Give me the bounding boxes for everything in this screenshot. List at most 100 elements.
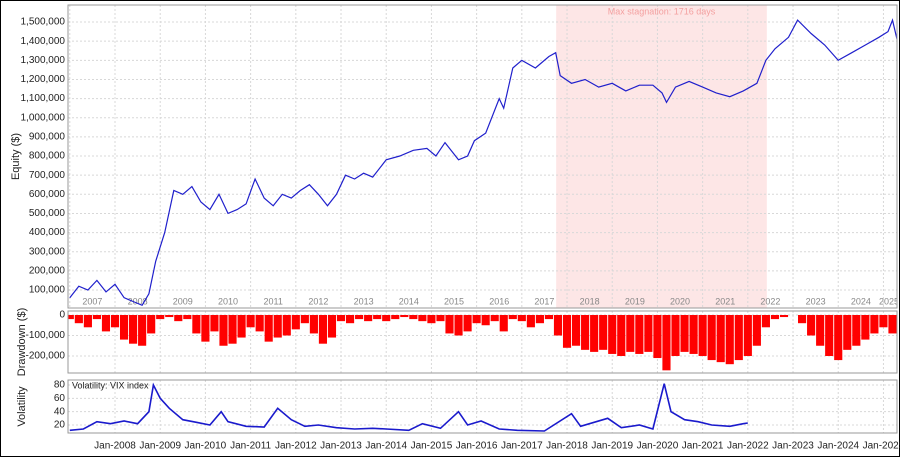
- y-tick-label: 60: [54, 393, 66, 404]
- bar: [336, 314, 346, 322]
- y-tick-label: 700,000: [29, 170, 66, 181]
- bar: [608, 314, 617, 354]
- bar: [391, 314, 400, 320]
- bar: [689, 314, 698, 354]
- bar: [481, 314, 490, 326]
- bar: [355, 314, 364, 320]
- x-tick-label: Jan-2013: [320, 441, 362, 452]
- line: [69, 18, 897, 307]
- y-tick-label: 0: [59, 310, 65, 321]
- bar: [129, 314, 138, 344]
- bar: [110, 314, 120, 328]
- bar: [454, 314, 463, 336]
- bar: [716, 314, 725, 363]
- y-tick-label: 1,400,000: [21, 36, 66, 47]
- x-tick-label: Jan-2016: [456, 441, 498, 452]
- bar: [291, 314, 300, 330]
- bar: [237, 314, 246, 338]
- bar: [599, 314, 608, 350]
- bar: [508, 314, 517, 320]
- year-label: 2021: [715, 296, 735, 306]
- panel: 2007 2008 2009 2010 2011 2012 2013 2014 2015 2016…: [68, 5, 897, 308]
- bar: [427, 314, 436, 324]
- year-label: 2011: [264, 296, 283, 306]
- panel-frame: [67, 4, 898, 309]
- bar: [382, 314, 391, 322]
- bar: [517, 314, 526, 322]
- year-label: 2023: [806, 296, 826, 306]
- bar: [92, 314, 101, 320]
- x-tick-label: Jan-2010: [185, 441, 227, 452]
- y-tick-label: 40: [54, 406, 66, 417]
- x-tick-label: Jan-2022: [727, 441, 769, 452]
- y-tick-label: 900,000: [29, 132, 66, 143]
- bar: [653, 314, 662, 359]
- bar: [68, 314, 74, 320]
- y-tick-label: 1,000,000: [21, 112, 66, 123]
- bar: [535, 314, 544, 324]
- bar: [562, 314, 572, 348]
- y-tick-label: 600,000: [29, 189, 66, 200]
- year-label: 2010: [218, 296, 238, 306]
- bar: [345, 314, 355, 324]
- x-tick-label: Jan-2025: [863, 441, 900, 452]
- bar: [364, 314, 373, 322]
- y-tick-label: 100,000: [29, 285, 66, 296]
- bar: [581, 314, 590, 350]
- x-tick-label: Jan-2014: [365, 441, 407, 452]
- x-tick-label: Jan-2008: [94, 441, 136, 452]
- bar: [888, 314, 897, 334]
- bar: [499, 314, 508, 332]
- x-tick-label: Jan-2009: [139, 441, 181, 452]
- bar: [644, 314, 653, 352]
- bar: [210, 314, 219, 332]
- bar: [490, 314, 499, 322]
- bar: [843, 314, 852, 350]
- bar: [183, 314, 192, 320]
- bar: [165, 314, 174, 318]
- year-label: 2008: [128, 296, 148, 306]
- bar: [698, 314, 707, 356]
- year-label: 2024: [851, 296, 871, 306]
- legend-label: Volatility: VIX index: [72, 380, 149, 390]
- bar: [228, 314, 237, 344]
- bar: [373, 314, 382, 320]
- bar: [779, 314, 789, 318]
- bar: [156, 314, 165, 320]
- bar: [662, 314, 671, 371]
- bar: [273, 314, 282, 338]
- bar: [852, 314, 861, 346]
- bar: [101, 314, 111, 332]
- bar: [219, 314, 228, 346]
- bar: [282, 314, 291, 336]
- year-label: 2020: [670, 296, 690, 306]
- year-label: 2013: [354, 296, 374, 306]
- bar: [174, 314, 183, 322]
- y-tick-label: 1,500,000: [21, 17, 66, 28]
- x-tick-label: Jan-2012: [275, 441, 317, 452]
- year-label: 2019: [625, 296, 645, 306]
- y-tick-label: 80: [54, 380, 66, 391]
- bar: [879, 314, 888, 328]
- panel: [68, 380, 897, 433]
- bar: [192, 314, 201, 334]
- bar: [264, 314, 273, 342]
- y-tick-label: 1,200,000: [21, 74, 66, 85]
- y-axis-title: Drawdown ($): [16, 308, 28, 376]
- bar: [544, 314, 554, 320]
- x-tick-label: Jan-2020: [637, 441, 679, 452]
- year-label: 2014: [399, 296, 419, 306]
- bar: [201, 314, 210, 342]
- bar: [834, 314, 843, 361]
- bar: [725, 314, 734, 365]
- panel-frame: [67, 379, 898, 434]
- bar: [861, 314, 870, 340]
- bar: [553, 314, 563, 336]
- bar: [590, 314, 599, 352]
- bar: [138, 314, 147, 346]
- y-tick-label: 500,000: [29, 208, 66, 219]
- bar: [626, 314, 635, 352]
- x-tick-label: Jan-2019: [591, 441, 633, 452]
- bar: [734, 314, 743, 361]
